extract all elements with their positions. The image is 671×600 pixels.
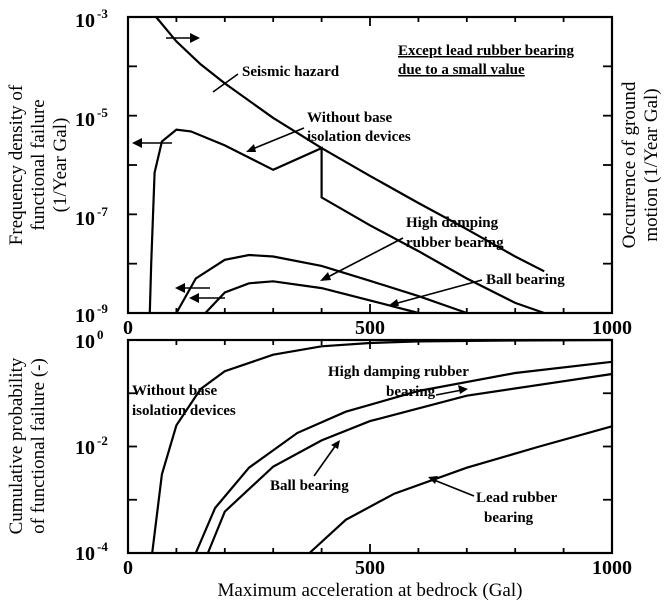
bottom-series-line-2 bbox=[206, 372, 613, 554]
bottom-ytick-label: 10 -4 bbox=[75, 539, 108, 565]
top-right-ylabel-line: Occurrence of ground bbox=[619, 81, 640, 248]
bottom-xtick-label: 0 bbox=[123, 557, 133, 579]
arrow-ball-bottom bbox=[313, 444, 337, 477]
top-series-line-2 bbox=[175, 253, 468, 315]
bottom-curves bbox=[151, 338, 613, 554]
bottom-ylabel-line: of functional failure (-) bbox=[28, 358, 49, 534]
label-without-base: Without base bbox=[307, 110, 393, 126]
arrow-left-axis-head bbox=[132, 138, 142, 148]
bottom-ytick-label: 10 0 bbox=[75, 327, 104, 353]
label-ball-bearing-bottom: Ball bearing bbox=[270, 478, 349, 494]
bottom-xtick-label: 500 bbox=[355, 557, 385, 579]
arrow-hdrb-bottom bbox=[435, 389, 463, 396]
annotation-arrows bbox=[132, 33, 483, 497]
top-curves bbox=[148, 16, 545, 315]
label-lead-rubber: bearing bbox=[484, 510, 534, 526]
top-left-ylabel-line: Frequency density of bbox=[6, 84, 27, 245]
label-hdrb-bottom: bearing bbox=[386, 384, 436, 400]
label-hdrb-bottom: High damping rubber bbox=[328, 364, 469, 380]
note-line: Except lead rubber bearing bbox=[398, 43, 574, 59]
bottom-ytick-label: 10 -2 bbox=[75, 433, 108, 459]
label-hdrb-top: rubber bearing bbox=[406, 235, 504, 251]
note-line: due to a small value bbox=[398, 62, 525, 78]
top-series-line-3 bbox=[204, 280, 419, 315]
bottom-ylabel-line: Cumulative probability bbox=[6, 357, 27, 534]
arrow-lead-rubber-head bbox=[428, 476, 438, 484]
label-seismic-hazard: Seismic hazard bbox=[242, 64, 340, 80]
arrow-hdrb-top bbox=[325, 237, 404, 279]
top-xtick-label: 0 bbox=[123, 317, 133, 339]
top-xtick-label: 1000 bbox=[592, 317, 632, 339]
bottom-series-line-0 bbox=[151, 338, 613, 554]
label-without-base-bottom: isolation devices bbox=[132, 403, 236, 419]
top-series-line-1 bbox=[148, 128, 545, 315]
bottom-xtick-label: 1000 bbox=[592, 557, 632, 579]
top-left-ylabel-line: (1/Year Gal) bbox=[50, 118, 71, 213]
top-xtick-label: 500 bbox=[355, 317, 385, 339]
label-without-base-bottom: Without base bbox=[132, 383, 218, 399]
x-axis-title: Maximum acceleration at bedrock (Gal) bbox=[218, 580, 523, 600]
top-ytick-label: 10 -7 bbox=[75, 204, 108, 230]
arrow-without-base bbox=[249, 127, 305, 151]
arrow-hdrb-top-head bbox=[320, 272, 331, 281]
label-hdrb-top: High damping bbox=[406, 215, 499, 231]
arrow-left-ball-head bbox=[189, 293, 199, 303]
top-axis-ticks bbox=[127, 16, 613, 314]
bottom-series-line-3 bbox=[308, 425, 613, 554]
arrow-ball-top bbox=[393, 279, 483, 305]
arrow-without-base-head bbox=[246, 144, 256, 152]
label-lead-rubber: Lead rubber bbox=[476, 490, 558, 506]
top-left-ylabel-line: functional failure bbox=[28, 99, 49, 230]
arrow-ball-bottom-head bbox=[331, 440, 340, 449]
arrow-seismic bbox=[212, 73, 239, 93]
label-ball-bearing-top: Ball bearing bbox=[486, 272, 565, 288]
arrow-lead-rubber bbox=[433, 479, 475, 497]
arrow-right-axis-head bbox=[190, 33, 200, 43]
top-ytick-label: 10 -3 bbox=[75, 6, 108, 32]
top-ytick-label: 10 -9 bbox=[75, 301, 108, 327]
bottom-series-line-1 bbox=[194, 360, 613, 554]
arrow-ball-top-head bbox=[388, 299, 399, 306]
top-right-ylabel-line: motion (1/Year Gal) bbox=[641, 88, 662, 241]
arrow-hdrb-bottom-head bbox=[458, 385, 468, 394]
top-ytick-label: 10 -5 bbox=[75, 105, 108, 131]
arrow-left-hdrb-head bbox=[175, 283, 185, 293]
label-without-base: isolation devices bbox=[307, 129, 411, 145]
